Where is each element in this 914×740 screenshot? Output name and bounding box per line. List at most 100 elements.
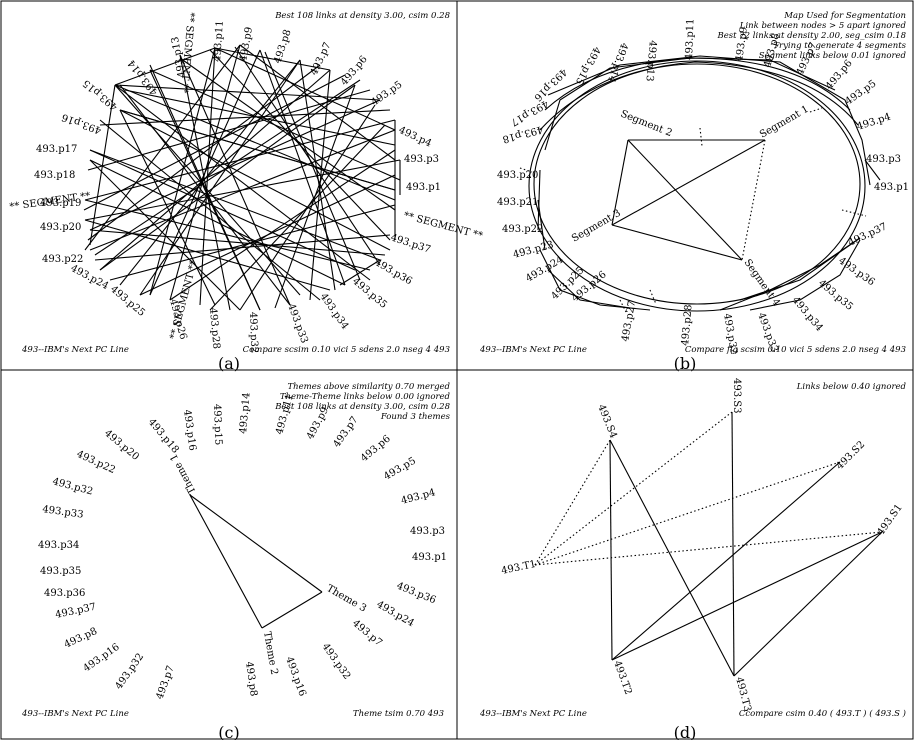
- panel-d-title: Links below 0.40 ignored: [796, 382, 907, 392]
- panel-b-title-line: Trying to generate 4 segments: [773, 41, 906, 51]
- panel-c-title-line: Theme-Theme links below 0.00 ignored: [280, 392, 451, 402]
- node-label: 493.p4: [397, 125, 433, 150]
- segment-label: ** SEGMENT **: [402, 210, 484, 242]
- panel-c-footer-right: Theme tsim 0.70 493: [353, 709, 444, 719]
- node-label: 493.p11: [212, 20, 226, 62]
- node-label: 493.p32: [247, 312, 259, 354]
- node-label: 493.p36: [395, 581, 438, 607]
- node-label: 493.p5: [843, 78, 878, 107]
- node-label: 493.p20: [102, 428, 141, 463]
- panel-a-edges: [83, 44, 401, 311]
- panel-a-tag: (a): [218, 354, 240, 373]
- node-label: 493.p34: [318, 291, 351, 331]
- node-label: 493.p18: [501, 123, 544, 144]
- node-label: 493.p15: [573, 45, 602, 87]
- node-label: 493.T2: [611, 659, 633, 696]
- node-label: 493.p13: [643, 40, 658, 82]
- node-label: 493.p16: [283, 655, 307, 698]
- node-label: 493.p4: [400, 487, 437, 507]
- node-label: 493.p5: [369, 79, 404, 108]
- node-label: 493.p15: [81, 77, 120, 112]
- node-label: 493.S1: [875, 502, 904, 537]
- node-label: 493.T3: [733, 676, 753, 713]
- panel-a-footer-right: Compare scsim 0.10 vici 5 sdens 2.0 nseg…: [243, 345, 450, 355]
- node-label: 493.p25: [108, 284, 147, 319]
- panel-a-nodes: 493.p1 493.p3 493.p4 493.p5 493.p6 493.p…: [9, 12, 484, 354]
- panel-d: Links below 0.40 ignored 493--IBM's Next…: [479, 378, 907, 740]
- node-label: 493.p8: [63, 626, 99, 651]
- node-label: 493.p34: [38, 540, 79, 551]
- node-label: 493.p28: [680, 304, 695, 346]
- node-label: 493.p32: [320, 641, 353, 681]
- node-label: 493.p22: [502, 224, 543, 235]
- node-label: 493.p35: [40, 566, 81, 577]
- panel-c: Themes above similarity 0.70 merged Them…: [21, 382, 451, 740]
- node-label: 493.p20: [497, 170, 538, 181]
- node-label: 493.p32: [51, 476, 94, 497]
- node-label: 493.p33: [42, 504, 85, 521]
- panel-b-footer-right: Compare fig scsim 0.10 vici 5 sdens 2.0 …: [685, 345, 906, 355]
- panel-a-frame: [0, 0, 458, 371]
- node-label: 493.p37: [54, 602, 97, 621]
- node-label: 493.p1: [412, 552, 447, 563]
- panel-c-footer-left: 493--IBM's Next PC Line: [21, 709, 129, 719]
- node-label: 493.p35: [350, 276, 389, 311]
- node-label: 493.p17: [509, 97, 550, 127]
- segment-label: Segment 4: [742, 257, 782, 308]
- node-label: 493.p16: [181, 409, 198, 452]
- node-label: 493.p20: [40, 222, 81, 233]
- node-label: 493.p14: [605, 41, 629, 84]
- panel-d-footer-right: Ccompare csim 0.40 ( 493.T ) ( 493.S ): [739, 708, 906, 719]
- panel-b-title-line: Segment links below 0.01 ignored: [759, 51, 907, 61]
- panel-c-nodes: 493.p1 493.p3 493.p4 493.p5 493.p6 493.p…: [38, 392, 447, 701]
- panel-c-tag: (c): [218, 723, 239, 740]
- panel-b-nodes: 493.p1 493.p3 493.p4 493.p5 493.p6 493.p…: [497, 18, 909, 355]
- panel-a: Best 108 links at density 3.00, csim 0.2…: [9, 11, 484, 373]
- node-label: 493.p5: [382, 456, 418, 483]
- node-label: 493.p24: [375, 599, 416, 629]
- panel-b-footer-left: 493--IBM's Next PC Line: [479, 345, 587, 355]
- node-label: 493.p16: [81, 642, 121, 675]
- panel-d-tag: (d): [674, 723, 697, 740]
- node-label: 493.p9: [238, 26, 255, 62]
- segment-label: Segment 2: [619, 109, 674, 140]
- panel-c-title-line: Found 3 themes: [380, 412, 451, 422]
- node-label: 493.p23: [512, 240, 555, 261]
- panel-b-title-line: Map Used for Segmentation: [783, 11, 906, 21]
- panel-b-tag: (b): [674, 354, 697, 373]
- node-label: 493.p18: [34, 170, 75, 181]
- panel-b-edges: [519, 55, 881, 313]
- node-label: 493.p36: [373, 257, 414, 287]
- node-label: 493.p28: [207, 307, 222, 349]
- node-label: 493.p37: [389, 232, 432, 255]
- node-label: 493.p3: [410, 526, 445, 537]
- node-label: 493.p3: [866, 154, 901, 165]
- node-label: 493.p6: [824, 58, 855, 92]
- node-label: 493.p33: [285, 302, 309, 345]
- node-label: 493.p14: [238, 392, 253, 434]
- node-label: 493.p16: [60, 111, 103, 135]
- node-label: 493.p7: [350, 618, 384, 649]
- node-label: 493.p18: [146, 417, 181, 456]
- panel-d-footer-left: 493--IBM's Next PC Line: [479, 709, 587, 719]
- node-label: 493.p6: [339, 54, 370, 88]
- segment-label: ** SEGMENT **: [9, 191, 91, 213]
- node-label: 493.p9: [734, 26, 750, 62]
- panel-d-frame: [456, 369, 914, 740]
- segment-label: Segment 1: [758, 104, 811, 141]
- node-label: 493.p34: [790, 295, 825, 334]
- panel-c-title-line: Best 108 links at density 3.00, csim 0.2…: [274, 402, 450, 412]
- panel-c-frame: [0, 369, 458, 740]
- panel-d-edges: [534, 411, 883, 677]
- node-label: 493.p8: [243, 661, 259, 697]
- node-label: 493.p19: [40, 198, 81, 209]
- node-label: 493.p3: [404, 154, 439, 165]
- node-label: 493.p22: [75, 449, 117, 476]
- node-label: 493.p15: [211, 404, 223, 446]
- panel-c-edges: [189, 494, 323, 629]
- node-label: 493.p37: [847, 221, 889, 248]
- node-label: 493.p7: [154, 664, 176, 701]
- node-label: 493.p7: [331, 415, 360, 450]
- node-label: 493.p22: [42, 254, 83, 265]
- node-label: 493.p1: [874, 182, 909, 193]
